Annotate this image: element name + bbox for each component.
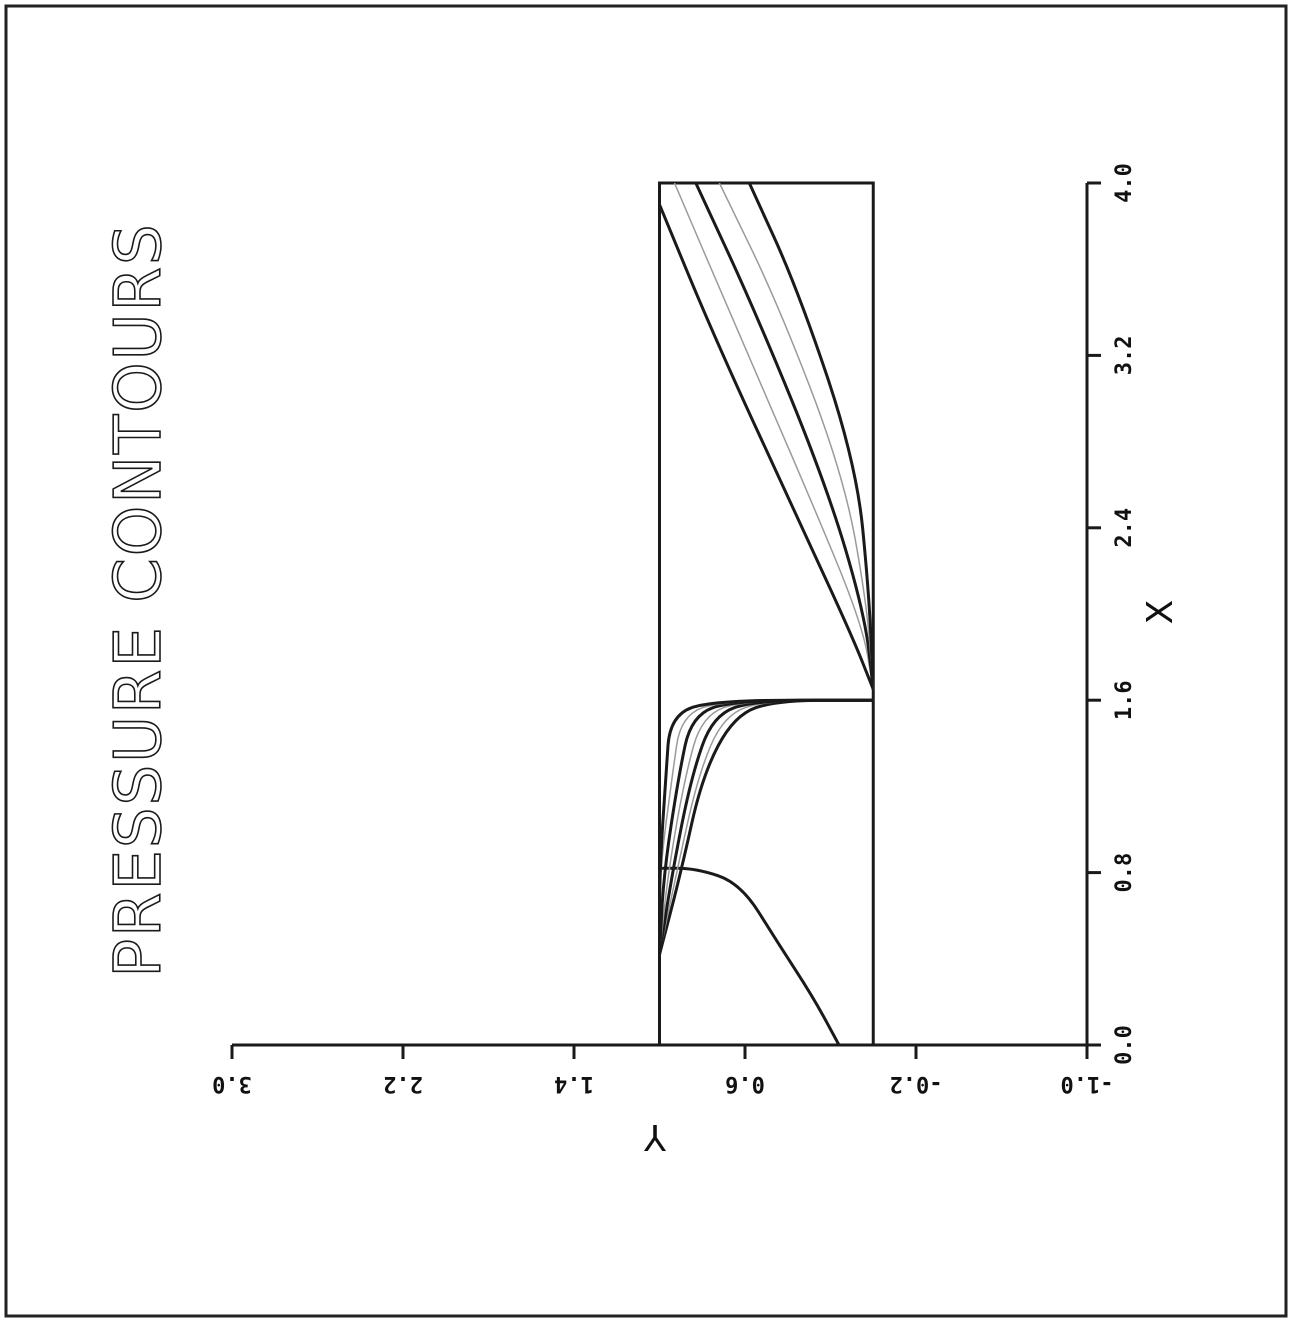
contour-line-8 xyxy=(659,203,874,691)
contour-line-12 xyxy=(747,183,874,691)
contour-line-11 xyxy=(718,183,874,691)
domain-boundary xyxy=(658,181,875,1047)
contour-line-9 xyxy=(673,183,874,691)
y-tick-label: 2.2 xyxy=(383,1071,423,1096)
contour-lines xyxy=(659,183,874,1045)
y-tick-group: 3.0 xyxy=(212,1071,252,1096)
y-tick-group: 2.2 xyxy=(383,1071,423,1096)
x-tick-group: 2.4 xyxy=(1112,508,1137,548)
y-axis: -1.0 -0.2 0.6 1.4 2.2 3.0 xyxy=(212,1043,1114,1096)
x-tick-label: 2.4 xyxy=(1112,508,1137,548)
contour-line-7 xyxy=(659,698,874,956)
x-axis-label: X xyxy=(1140,600,1181,625)
y-tick-label: 0.6 xyxy=(725,1071,765,1096)
x-tick-label: 0.8 xyxy=(1112,853,1137,893)
x-axis: 0.0 0.8 1.6 2.4 3.2 4.0 xyxy=(1085,163,1137,1065)
y-axis-label: Y xyxy=(643,1116,667,1157)
x-tick-group: 3.2 xyxy=(1112,336,1137,376)
y-tick-group: 0.6 xyxy=(725,1071,765,1096)
x-tick-group: 1.6 xyxy=(1112,680,1137,720)
y-tick-label: -1.0 xyxy=(1061,1071,1114,1096)
contour-line-10 xyxy=(694,183,874,691)
y-tick-group: -1.0 xyxy=(1061,1071,1114,1096)
figure-border xyxy=(4,4,1288,1318)
x-tick-label: 4.0 xyxy=(1112,163,1137,203)
x-tick-label: 0.0 xyxy=(1112,1025,1137,1065)
y-tick-group: 1.4 xyxy=(554,1071,594,1096)
y-tick-label: 1.4 xyxy=(554,1071,594,1096)
chart-title: PRESSURE CONTOURS xyxy=(102,222,176,977)
x-tick-label: 1.6 xyxy=(1112,680,1137,720)
x-tick-group: 0.0 xyxy=(1112,1025,1137,1065)
contour-line-1 xyxy=(659,698,874,956)
contour-line-3 xyxy=(659,698,874,956)
x-tick-group: 0.8 xyxy=(1112,853,1137,893)
y-tick-label: -0.2 xyxy=(890,1071,943,1096)
contour-line-0 xyxy=(659,866,841,1045)
x-tick-group: 4.0 xyxy=(1112,163,1137,203)
y-tick-label: 3.0 xyxy=(212,1071,252,1096)
y-tick-group: -0.2 xyxy=(890,1071,943,1096)
x-tick-label: 3.2 xyxy=(1112,336,1137,376)
